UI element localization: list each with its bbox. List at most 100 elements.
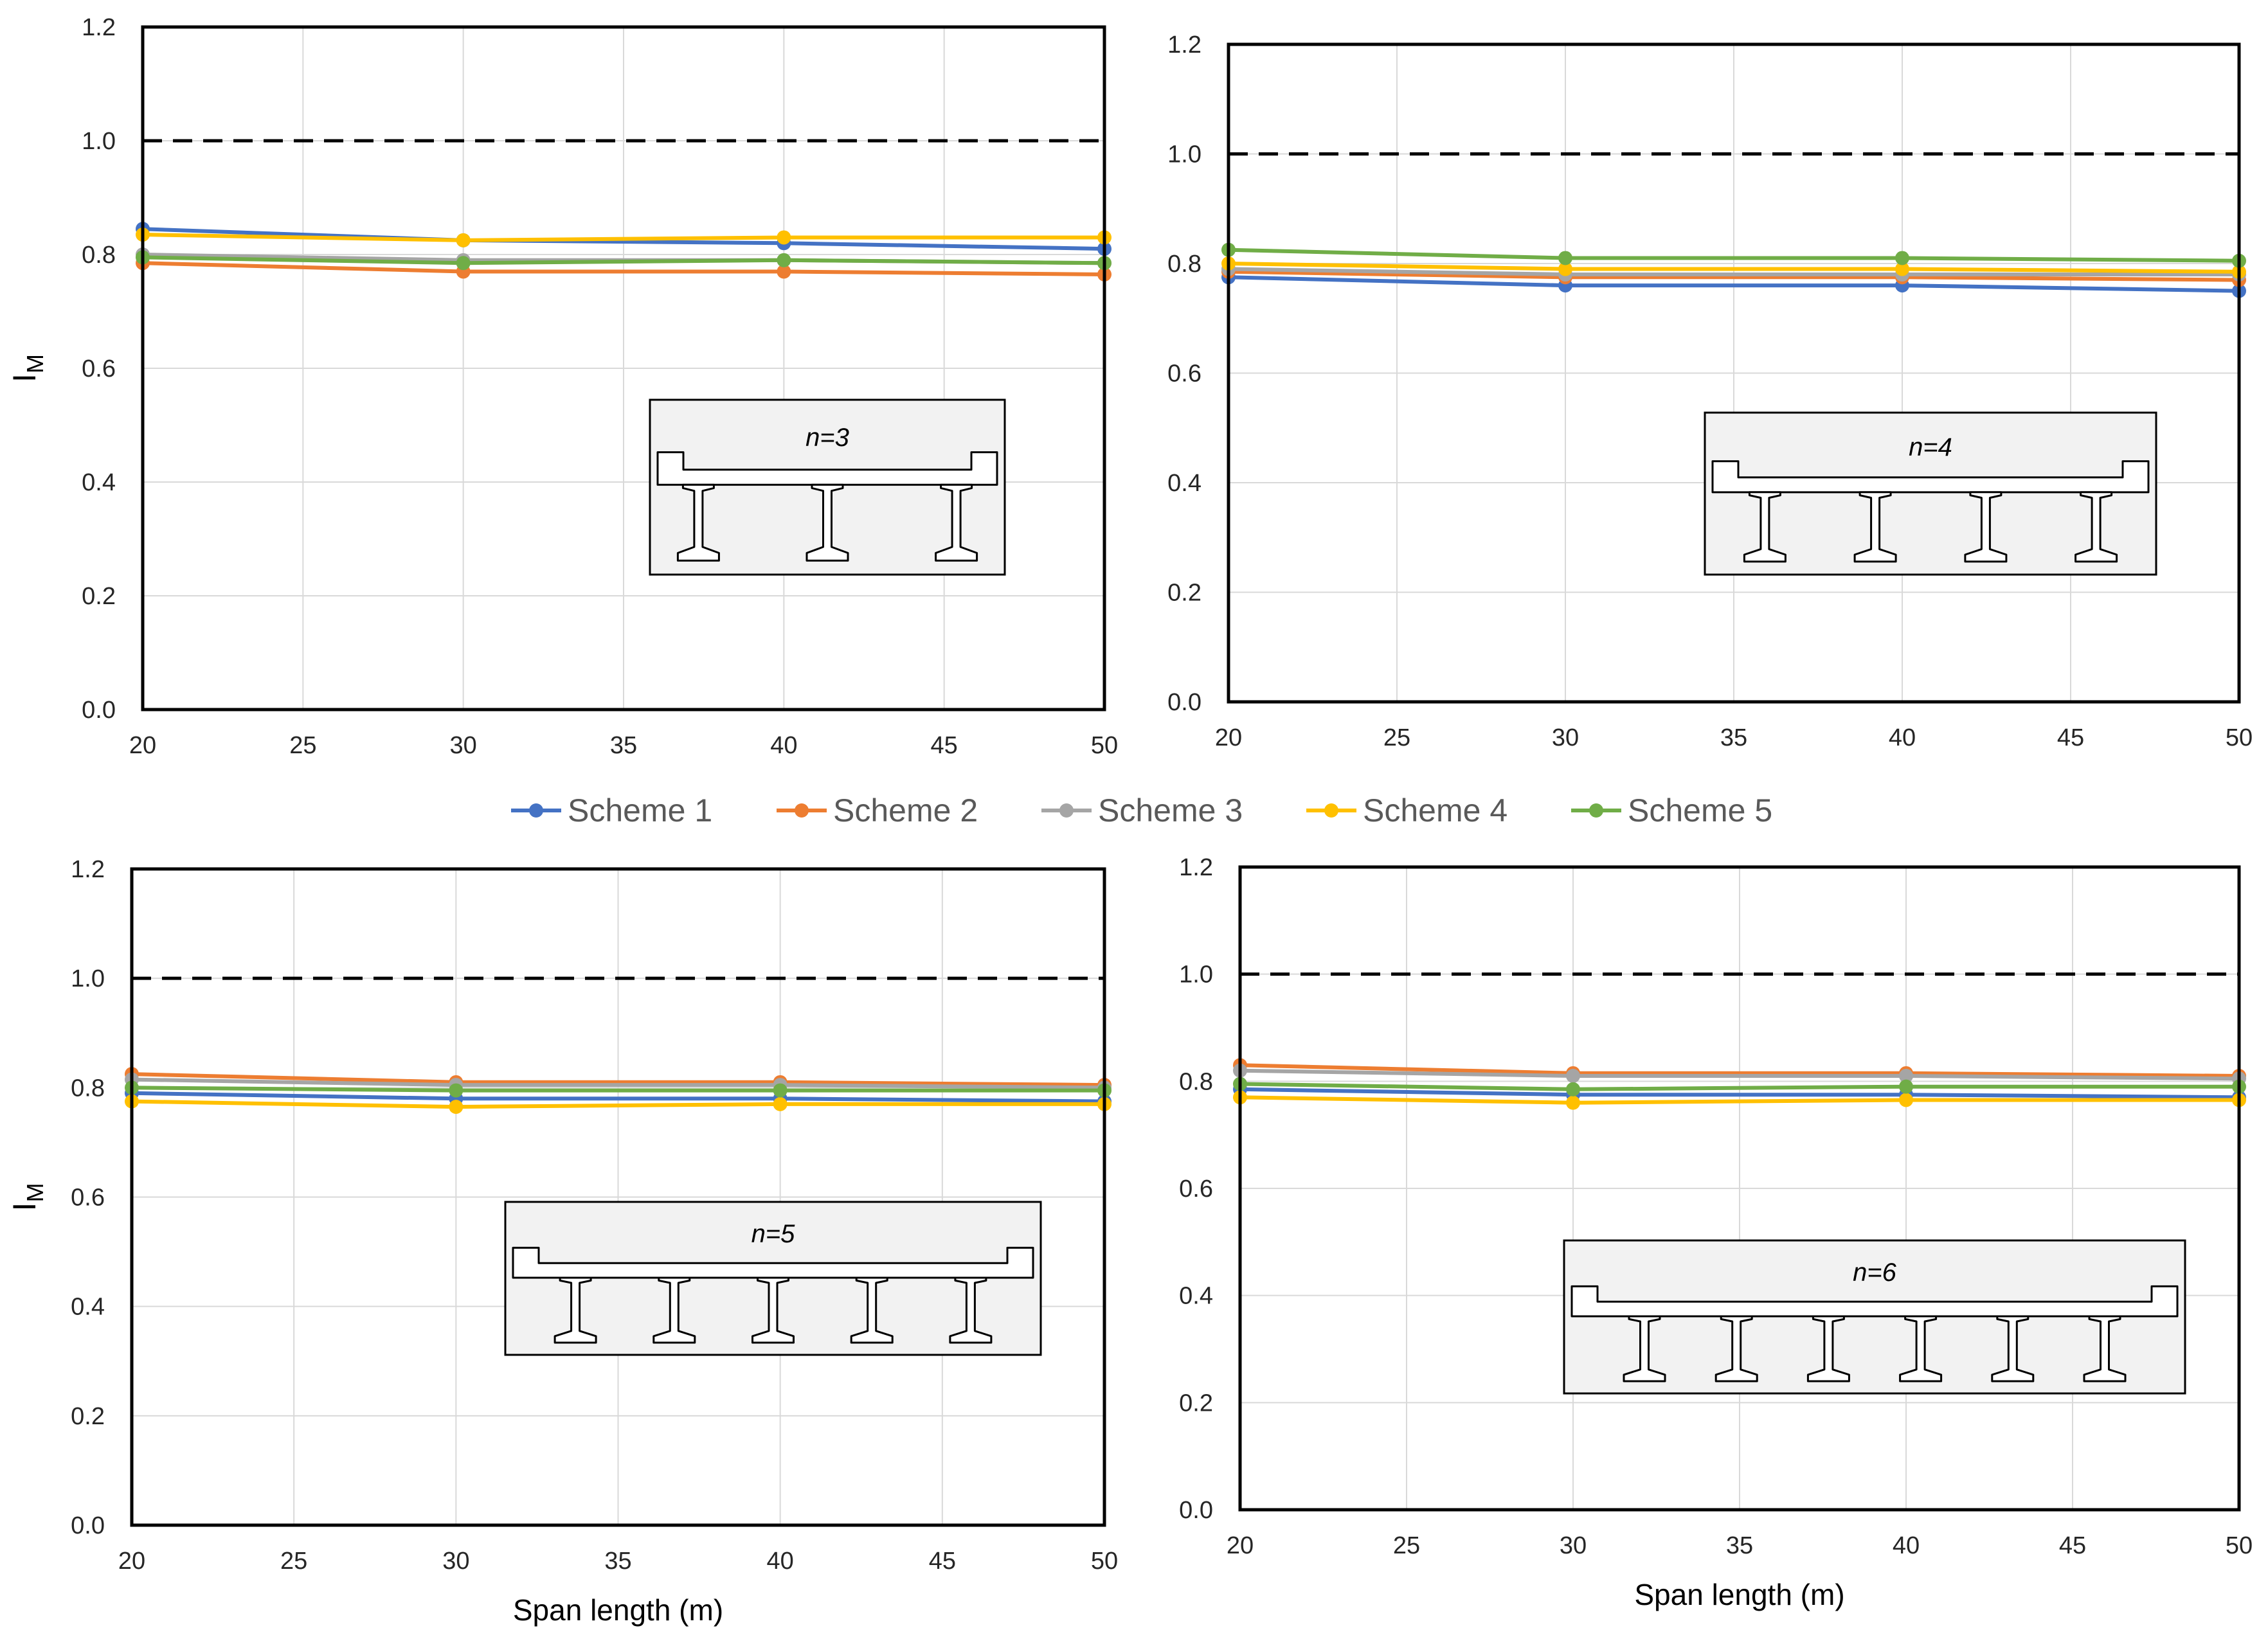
legend-label: Scheme 3 [1098, 792, 1243, 828]
legend-swatch-marker [529, 803, 543, 818]
y-tick-label: 0.4 [1167, 470, 1202, 497]
chart-panel-3: 20 25 30 35 40 45 50 0.0 0.2 0.4 0.6 0.8 1.0 1.2 IM Spa… [6, 856, 1118, 1627]
y-tick-label: 1.0 [82, 128, 116, 155]
deck-slab [1711, 460, 2150, 494]
y-tick-label: 0.0 [1167, 689, 1202, 716]
grid-lines [1228, 44, 2240, 702]
series-line [131, 1091, 1105, 1104]
x-tick-label: 25 [1393, 1532, 1420, 1559]
x-tick-label: 35 [1726, 1532, 1753, 1559]
data-point [773, 1083, 788, 1098]
series-line [1239, 1087, 2240, 1100]
legend-item-2: Scheme 2 [777, 792, 978, 828]
x-tick-label: 20 [129, 732, 156, 759]
x-tick-label: 45 [2059, 1532, 2086, 1559]
y-tick-label: 1.0 [1167, 141, 1202, 168]
girder-icon-4-6 [2083, 1315, 2127, 1382]
y-tick-label: 0.8 [71, 1075, 105, 1102]
data-point [1895, 262, 1909, 276]
inset-label: n=6 [1853, 1258, 1897, 1287]
plot-frame [1238, 865, 2241, 1512]
data-point [449, 1083, 464, 1098]
x-tick-label: 40 [1889, 724, 1916, 751]
grid-lines [1239, 866, 2240, 1510]
legend-label: Scheme 1 [568, 792, 712, 828]
y-tick-label: 1.2 [1179, 854, 1213, 881]
girder-icon-3-3 [752, 1276, 795, 1344]
series-2 [136, 256, 1112, 282]
series-line [142, 233, 1104, 242]
series-5 [1221, 242, 2246, 268]
y-tick-label: 0.4 [71, 1294, 105, 1321]
deck-slab [656, 451, 998, 486]
inset-label: n=5 [752, 1220, 796, 1248]
data-point [1566, 1082, 1580, 1096]
data-point [1899, 1069, 1913, 1083]
girder-icon-2-4 [2074, 491, 2118, 563]
y-tick-label: 0.4 [82, 469, 116, 496]
chart-panel-4: 20 25 30 35 40 45 50 0.0 0.2 0.4 0.6 0.8 1.0 1.2 Span … [1179, 854, 2253, 1611]
girder-icon-3-4 [850, 1276, 894, 1344]
x-tick-label: 25 [289, 732, 316, 759]
chart-panel-2: 20 25 30 35 40 45 50 0.0 0.2 0.4 0.6 0.8 1.0 1.2 n=4 [1167, 31, 2253, 751]
series-5 [125, 1080, 1112, 1098]
bridge-cross-section-inset: n=4 [1704, 411, 2157, 576]
x-tick-label: 35 [1720, 724, 1747, 751]
data-point [1558, 262, 1572, 276]
data-point [777, 253, 791, 267]
legend-item-5: Scheme 5 [1571, 792, 1772, 828]
legend-item-4: Scheme 4 [1306, 792, 1508, 828]
x-tick-label: 25 [280, 1548, 307, 1575]
y-tick-label: 1.0 [71, 965, 105, 992]
girder-icon-3-5 [949, 1276, 993, 1344]
x-tick-label: 35 [610, 732, 637, 759]
girder-icon-4-5 [1991, 1315, 2035, 1382]
x-tick-label: 25 [1383, 724, 1410, 751]
legend-item-1: Scheme 1 [511, 792, 712, 828]
data-point [777, 264, 791, 279]
y-tick-label: 0.6 [82, 355, 116, 382]
series-line [1239, 1063, 2240, 1078]
x-axis-label: Span length (m) [1634, 1578, 1844, 1611]
series-line [142, 227, 1105, 251]
legend-label: Scheme 2 [833, 792, 978, 828]
y-tick-label: 0.6 [71, 1185, 105, 1212]
girder-icon-2-2 [1853, 491, 1897, 563]
y-tick-label: 0.8 [1179, 1068, 1213, 1095]
series-line [142, 255, 1105, 265]
plot-frame [141, 25, 1106, 711]
y-axis-label: IM [6, 354, 48, 382]
x-tick-label: 30 [1552, 724, 1579, 751]
girder-icon-1-3 [935, 483, 978, 562]
data-point [1558, 251, 1572, 265]
legend-swatch-marker [1589, 803, 1603, 818]
girder-icon-3-2 [652, 1276, 696, 1344]
data-point [1899, 1093, 1913, 1107]
plot-frame [1227, 42, 2241, 704]
legend: Scheme 1 Scheme 2 Scheme 3 Scheme 4 Scheme 5 [511, 792, 1772, 828]
series-line [142, 261, 1105, 276]
x-axis-label: Span length (m) [513, 1593, 723, 1627]
legend-label: Scheme 4 [1363, 792, 1508, 828]
y-tick-label: 0.2 [1179, 1390, 1213, 1417]
data-point [773, 1096, 788, 1111]
data-point [449, 1100, 464, 1114]
chart-panel-1: 20 25 30 35 40 45 50 0.0 0.2 0.4 0.6 0.8 1.0 1.2 IM n=3 [6, 14, 1118, 759]
series-line [1239, 1095, 2239, 1105]
x-tick-label: 50 [1091, 1548, 1118, 1575]
y-tick-label: 1.2 [1167, 31, 1202, 58]
inset-label: n=4 [1909, 433, 1952, 461]
y-tick-label: 1.2 [82, 14, 116, 41]
series-line [131, 1072, 1105, 1087]
data-point [1566, 1069, 1580, 1083]
x-tick-label: 40 [767, 1548, 794, 1575]
y-tick-label: 0.8 [82, 242, 116, 269]
data-point [456, 256, 471, 271]
data-point [1895, 251, 1909, 265]
y-tick-label: 0.0 [71, 1512, 105, 1539]
series-line [131, 1099, 1104, 1109]
series-line [1228, 267, 2239, 276]
data-point [1566, 1095, 1580, 1110]
series-line [1239, 1082, 2239, 1091]
